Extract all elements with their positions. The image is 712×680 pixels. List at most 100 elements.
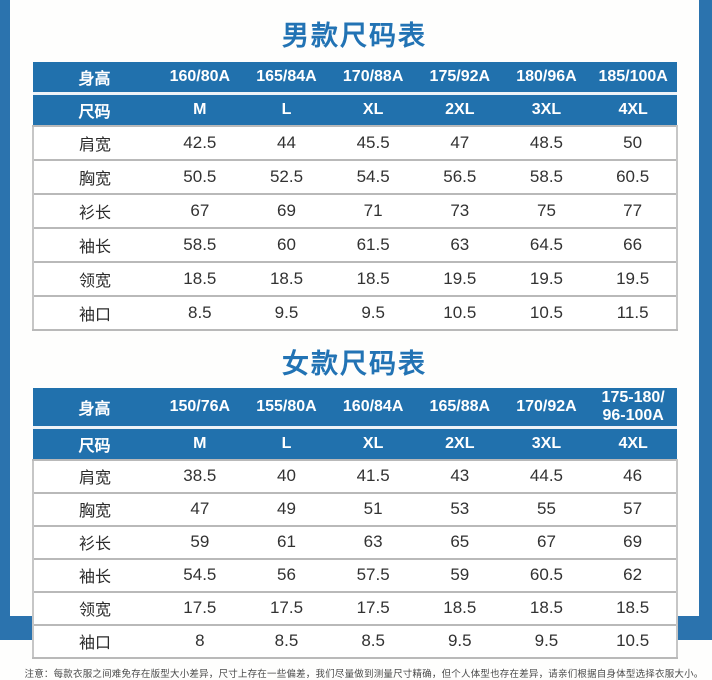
table-row: 衫长 59 61 63 65 67 69 [31,524,678,559]
row-label-cell: 肩宽 [31,125,157,160]
measurement-value-cell: 51 [329,491,417,526]
header-value-cell: 3XL [503,93,590,126]
measurement-value-cell: 67 [156,193,244,228]
row-label-cell: 领宽 [31,590,157,625]
measurement-value-cell: 64.5 [503,227,590,262]
measurement-value-cell: 18.5 [589,590,678,625]
row-label-cell: 领宽 [31,261,157,296]
measurement-value-cell: 17.5 [329,590,417,625]
row-label-cell: 袖长 [31,227,157,262]
row-label-cell: 尺码 [32,427,157,460]
header-value-cell: 160/80A [156,62,244,95]
row-label-cell: 袖口 [31,295,157,331]
table-row: 胸宽 50.5 52.5 54.5 56.5 58.5 60.5 [31,159,678,194]
measurement-value-cell: 57 [589,491,678,526]
table-row: 领宽 17.5 17.5 17.5 18.5 18.5 18.5 [31,590,678,625]
table-row: 肩宽 42.5 44 45.5 47 48.5 50 [31,125,678,160]
measurement-value-cell: 9.5 [329,295,417,331]
header-value-cell: 150/76A [156,388,244,429]
measurement-value-cell: 57.5 [329,557,417,592]
measurement-value-cell: 61 [243,524,330,559]
measurement-value-cell: 71 [329,193,417,228]
measurement-value-cell: 40 [243,458,330,493]
measurement-value-cell: 9.5 [243,295,330,331]
measurement-value-cell: 69 [243,193,330,228]
measurement-value-cell: 17.5 [156,590,244,625]
row-label-cell: 衫长 [31,524,157,559]
measurement-value-cell: 53 [416,491,504,526]
header-value-cell: L [243,427,330,460]
measurement-value-cell: 67 [503,524,590,559]
measurement-value-cell: 49 [243,491,330,526]
measurement-value-cell: 44 [243,125,330,160]
header-value-cell: XL [329,427,417,460]
header-value-cell: 2XL [416,93,504,126]
measurement-value-cell: 52.5 [243,159,330,194]
womens-size-table: 身高 150/76A 155/80A 160/84A 165/88A 170/92A 175… [31,388,678,659]
header-value-cell: 185/100A [589,62,677,95]
measurement-value-cell: 44.5 [503,458,590,493]
row-label-cell: 胸宽 [31,159,157,194]
measurement-value-cell: 19.5 [589,261,678,296]
measurement-value-cell: 11.5 [589,295,678,331]
row-label-cell: 尺码 [32,93,157,126]
measurement-value-cell: 62 [589,557,678,592]
header-value-cell: 155/80A [243,388,330,429]
header-row: 尺码 M L XL 2XL 3XL 4XL [32,93,677,126]
header-value-cell: 175-180/ 96-100A [589,388,677,429]
measurement-value-cell: 10.5 [589,623,678,659]
measurement-value-cell: 43 [416,458,504,493]
right-border-strip [699,0,712,640]
womens-table-title: 女款尺码表 [282,349,427,379]
row-label-cell: 肩宽 [31,458,157,493]
header-value-cell: 170/92A [503,388,590,429]
header-value-cell: 4XL [589,93,677,126]
measurement-value-cell: 77 [589,193,678,228]
measurement-value-cell: 42.5 [156,125,244,160]
mens-size-table: 身高 160/80A 165/84A 170/88A 175/92A 180/96A 185… [31,62,678,331]
measurement-value-cell: 58.5 [156,227,244,262]
measurement-value-cell: 65 [416,524,504,559]
measurement-value-cell: 61.5 [329,227,417,262]
header-value-cell: XL [329,93,417,126]
measurement-value-cell: 8.5 [156,295,244,331]
measurement-value-cell: 10.5 [503,295,590,331]
header-value-cell: 175/92A [416,62,504,95]
measurement-value-cell: 19.5 [503,261,590,296]
measurement-value-cell: 58.5 [503,159,590,194]
measurement-value-cell: 18.5 [243,261,330,296]
measurement-value-cell: 47 [156,491,244,526]
header-value-cell: 165/84A [243,62,330,95]
header-value-cell: 170/88A [329,62,417,95]
table-row: 领宽 18.5 18.5 18.5 19.5 19.5 19.5 [31,261,678,296]
header-value-cell: 180/96A [503,62,590,95]
measurement-value-cell: 19.5 [416,261,504,296]
measurement-value-cell: 41.5 [329,458,417,493]
measurement-value-cell: 60 [243,227,330,262]
measurement-value-cell: 45.5 [329,125,417,160]
measurement-value-cell: 73 [416,193,504,228]
measurement-value-cell: 75 [503,193,590,228]
measurement-value-cell: 9.5 [503,623,590,659]
measurement-value-cell: 63 [416,227,504,262]
measurement-value-cell: 55 [503,491,590,526]
table-row: 袖长 54.5 56 57.5 59 60.5 62 [31,557,678,592]
measurement-value-cell: 8.5 [243,623,330,659]
measurement-value-cell: 47 [416,125,504,160]
row-label-cell: 袖长 [31,557,157,592]
measurement-value-cell: 9.5 [416,623,504,659]
header-value-cell: 160/84A [329,388,417,429]
disclaimer-note: 注意：每款衣服之间难免存在版型大小差异，尺寸上存在一些偏差，我们尽量做到测量尺寸… [24,668,704,680]
measurement-value-cell: 59 [416,557,504,592]
header-value-cell: 2XL [416,427,504,460]
measurement-value-cell: 18.5 [156,261,244,296]
measurement-value-cell: 54.5 [329,159,417,194]
mens-table-body: 身高 160/80A 165/84A 170/88A 175/92A 180/96A 185… [31,62,678,331]
table-row: 袖长 58.5 60 61.5 63 64.5 66 [31,227,678,262]
header-row: 身高 150/76A 155/80A 160/84A 165/88A 170/92A 175… [32,388,677,429]
measurement-value-cell: 60.5 [589,159,678,194]
measurement-value-cell: 50 [589,125,678,160]
measurement-value-cell: 8.5 [329,623,417,659]
header-value-cell: L [243,93,330,126]
